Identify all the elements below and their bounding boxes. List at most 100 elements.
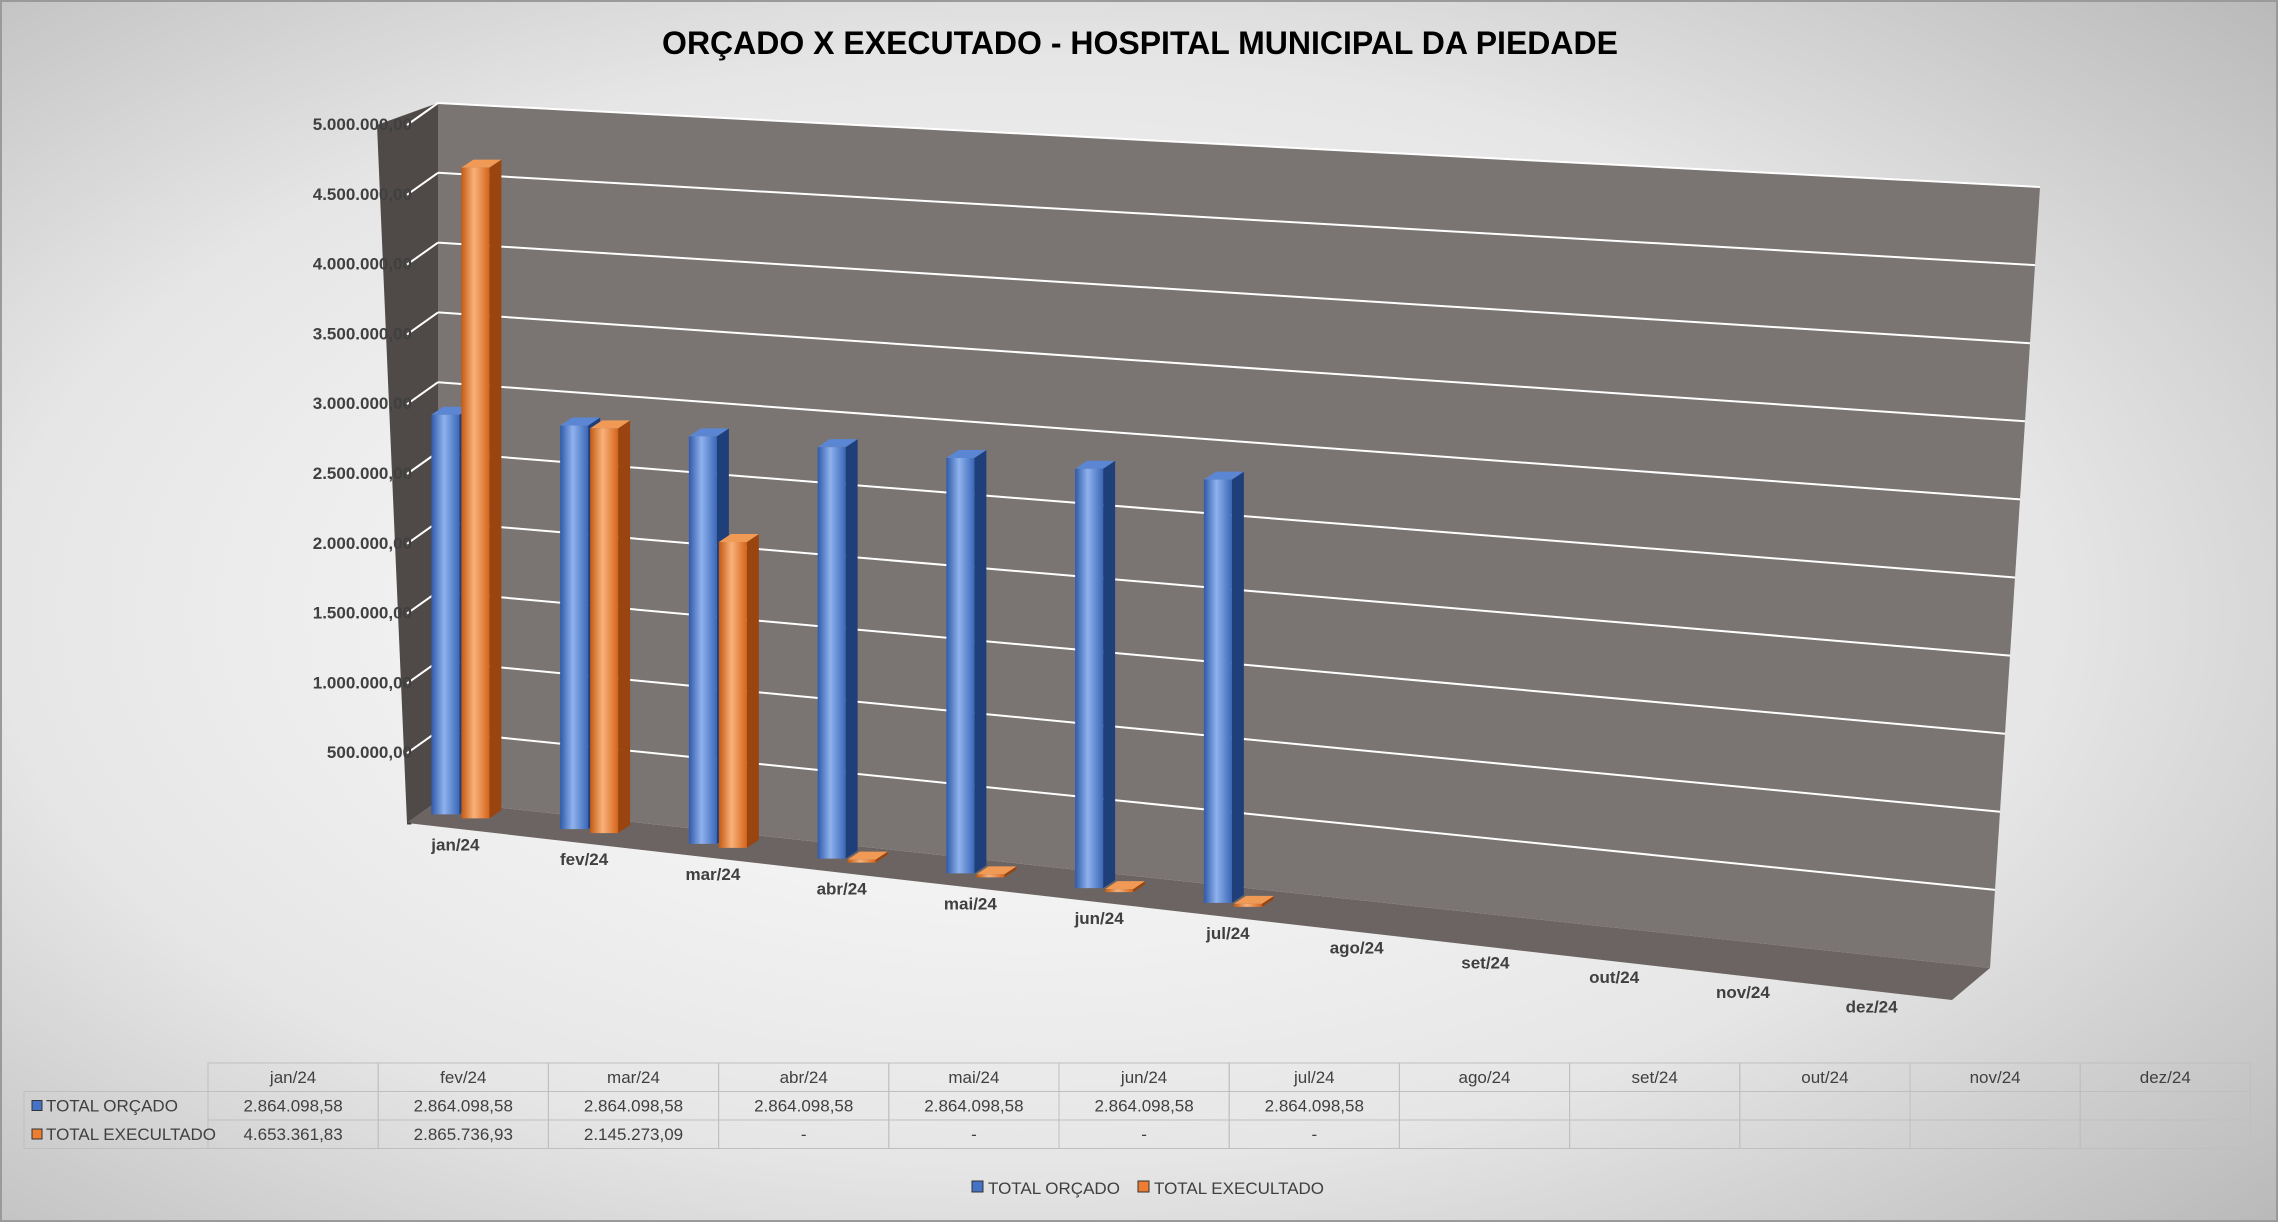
table-header: nov/24 <box>1970 1068 2021 1087</box>
data-table: jan/24 fev/24 mar/24 abr/24 mai/24 jun/24 jul/… <box>23 1062 2251 1149</box>
bar-executado <box>718 533 759 848</box>
legend-key <box>971 1180 984 1193</box>
table-value: - <box>1141 1125 1147 1144</box>
table-value: 2.864.098,58 <box>243 1097 342 1116</box>
gridline-side <box>406 311 439 336</box>
bar-side <box>618 420 631 834</box>
bar-top <box>560 417 601 426</box>
bar-front <box>718 541 747 848</box>
bar-front <box>1105 889 1134 893</box>
table-header: mai/24 <box>948 1068 999 1087</box>
table-value: 2.864.098,58 <box>584 1097 683 1116</box>
x-tick-label: jan/24 <box>430 835 480 854</box>
x-tick-label: out/24 <box>1589 968 1640 987</box>
y-tick-label: 5.000.000,00 <box>313 115 412 134</box>
table-value: 2.864.098,58 <box>754 1097 853 1116</box>
x-tick-label: mar/24 <box>685 865 740 884</box>
bar-top <box>976 866 1017 875</box>
y-tick-label: 3.500.000,00 <box>313 324 412 343</box>
legend-label: TOTAL EXECULTADO <box>1154 1179 1324 1198</box>
y-tick-label: 500.000,00 <box>327 743 412 762</box>
bar-orcado <box>1075 460 1116 889</box>
bar-front <box>461 167 490 819</box>
y-tick-label: 1.500.000,00 <box>313 604 412 623</box>
gridline <box>437 311 2026 423</box>
table-series-name: TOTAL ORÇADO <box>46 1097 178 1116</box>
table-header: ago/24 <box>1459 1068 1511 1087</box>
table-header: jul/24 <box>1293 1068 1335 1087</box>
bar-executado <box>461 159 502 819</box>
gridline <box>437 102 2041 188</box>
table-header: set/24 <box>1632 1068 1678 1087</box>
x-tick-label: set/24 <box>1461 953 1510 972</box>
bar-side <box>1103 460 1116 889</box>
y-tick-label: - <box>406 813 412 832</box>
bar-executado <box>847 851 888 863</box>
y-tick-label: 2.000.000,00 <box>313 534 412 553</box>
table-legend-key <box>31 1100 43 1111</box>
bar-top <box>1105 881 1146 890</box>
bar-top <box>847 851 888 860</box>
bar-executado <box>1105 881 1146 893</box>
x-tick-label: jun/24 <box>1074 909 1125 928</box>
table-series-name: TOTAL EXECULTADO <box>46 1125 216 1144</box>
bar-front <box>817 447 846 859</box>
y-tick-label: 2.500.000,00 <box>313 464 412 483</box>
bar-top <box>1203 471 1244 480</box>
bar-top <box>461 159 502 168</box>
bar-top <box>817 439 858 448</box>
gridline-side <box>406 102 439 126</box>
bar-side <box>1133 881 1146 893</box>
y-tick-label: 3.000.000,00 <box>313 394 412 413</box>
plot-area <box>377 102 2041 1000</box>
table-value: - <box>971 1125 977 1144</box>
bar-side <box>1004 866 1017 878</box>
bar-front <box>590 428 619 834</box>
gridline-side <box>406 241 439 266</box>
x-tick-label: mai/24 <box>944 894 997 913</box>
gridline-side <box>406 381 439 406</box>
x-tick-label: abr/24 <box>817 880 868 899</box>
bar-executado <box>1233 895 1274 907</box>
bar-top <box>1233 895 1274 904</box>
floor <box>407 801 1990 1000</box>
legend: TOTAL ORÇADO TOTAL EXECULTADO <box>971 1179 1324 1198</box>
bar-side <box>974 449 987 874</box>
x-tick-label: jul/24 <box>1205 924 1250 943</box>
x-tick-label: nov/24 <box>1716 983 1770 1002</box>
table-value: - <box>801 1125 807 1144</box>
table-header: jun/24 <box>1120 1068 1167 1087</box>
bar-front <box>847 859 876 863</box>
x-tick-label: dez/24 <box>1846 998 1899 1017</box>
bar-side <box>489 159 502 819</box>
gridline <box>437 241 2031 345</box>
bar-orcado <box>946 449 987 874</box>
legend-label: TOTAL ORÇADO <box>988 1179 1120 1198</box>
bar-side <box>746 533 759 848</box>
bar-front <box>1233 903 1262 907</box>
bar-front <box>1075 468 1104 889</box>
table-header: jan/24 <box>269 1068 316 1087</box>
bar-side <box>875 851 888 863</box>
table-header: dez/24 <box>2140 1068 2191 1087</box>
bar-side <box>1231 471 1244 903</box>
y-tick-label: 4.500.000,00 <box>313 185 412 204</box>
bar-side <box>845 439 858 859</box>
bar-orcado <box>1203 471 1244 903</box>
table-value: 2.864.098,58 <box>1265 1097 1364 1116</box>
bar-orcado <box>817 439 858 859</box>
bar-top <box>590 420 631 429</box>
x-axis: jan/24 fev/24 mar/24 abr/24 mai/24 jun/24 jul/… <box>430 835 1898 1016</box>
bar-top <box>946 449 987 458</box>
table-value: - <box>1311 1125 1317 1144</box>
bar-top <box>1075 460 1116 469</box>
bar-front <box>976 874 1005 878</box>
table-value: 2.864.098,58 <box>414 1097 513 1116</box>
y-tick-label: 4.000.000,00 <box>313 255 412 274</box>
table-header: mar/24 <box>607 1068 660 1087</box>
table-header: abr/24 <box>780 1068 828 1087</box>
y-axis: - 500.000,00 1.000.000,00 1.500.000,00 2.000… <box>313 115 412 832</box>
legend-key <box>1137 1180 1150 1193</box>
bar-top <box>718 533 759 542</box>
